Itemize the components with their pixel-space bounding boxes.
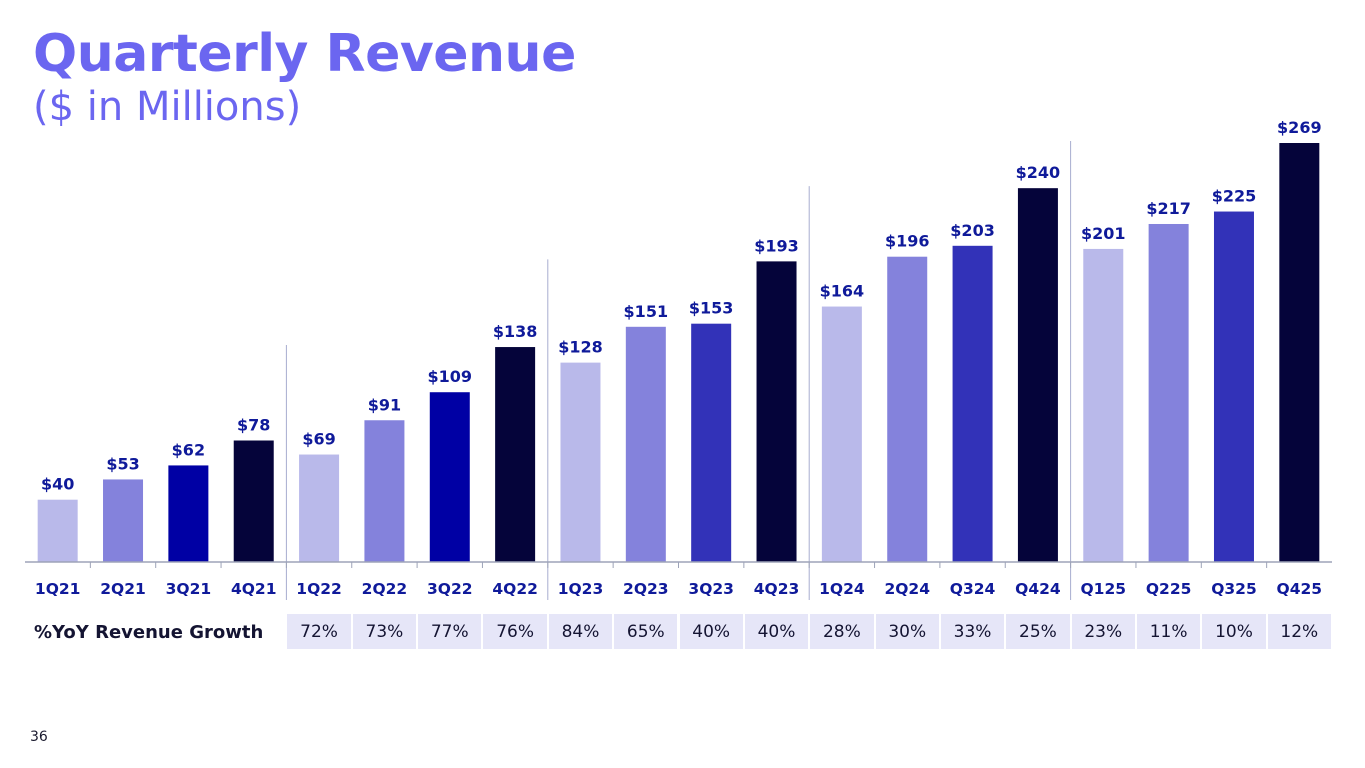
x-tick-label: 3Q22 [427,580,473,598]
bar-value-label: $164 [820,282,865,301]
bar [37,499,78,562]
x-tick-label: 1Q22 [296,580,342,598]
x-tick-label: 2Q21 [100,580,146,598]
growth-cell: 76% [483,614,547,649]
bar [364,420,405,562]
growth-cell: 84% [548,614,613,649]
x-tick-label: 2Q24 [884,580,930,598]
bar-value-label: $78 [237,416,270,435]
x-tick-label: Q424 [1015,580,1061,598]
x-tick-label: 4Q21 [231,580,277,598]
growth-cell: 73% [352,614,417,649]
bar-value-label: $128 [558,338,603,357]
growth-row-label: %YoY Revenue Growth [34,622,264,643]
x-tick-label: 3Q23 [688,580,734,598]
growth-cell: 40% [679,614,743,649]
bar [429,392,470,562]
bar [299,454,340,562]
bar [952,245,993,562]
bar-value-label: $225 [1212,187,1257,206]
x-tick-label: 3Q21 [166,580,212,598]
bar-value-label: $269 [1277,118,1322,137]
bar-value-label: $217 [1146,199,1191,218]
x-tick-label: Q324 [950,580,996,598]
bar-value-label: $151 [624,302,669,321]
bar [625,326,666,562]
growth-cell: 40% [744,614,809,649]
x-tick-label: 1Q24 [819,580,865,598]
bar-value-label: $69 [302,430,335,449]
bar [1148,223,1189,562]
bar-value-label: $203 [950,221,995,240]
growth-cell: 28% [810,614,874,649]
growth-cell: 65% [614,614,678,649]
bar-value-label: $201 [1081,224,1126,243]
bar-value-label: $53 [106,454,139,473]
x-tick-label: 4Q22 [492,580,538,598]
bar [1279,143,1320,562]
x-tick-label: Q325 [1211,580,1257,598]
growth-cell: 77% [418,614,482,649]
bar [103,479,144,562]
x-tick-label: 2Q22 [362,580,408,598]
growth-cell: 23% [1071,614,1135,649]
x-tick-label: 1Q23 [558,580,604,598]
growth-cell: 72% [287,614,351,649]
x-tick-label: Q225 [1146,580,1192,598]
bar [495,347,536,562]
bar-value-label: $196 [885,232,930,251]
x-tick-label: 2Q23 [623,580,669,598]
bar [1083,248,1124,562]
bar-value-label: $193 [754,236,799,255]
x-tick-label: Q125 [1081,580,1127,598]
growth-cell: 10% [1202,614,1266,649]
bar [1017,188,1058,562]
chart-title: Quarterly Revenue [33,24,576,84]
bar-value-label: $138 [493,322,538,341]
chart-subtitle: ($ in Millions) [33,84,302,130]
growth-cell: 30% [875,614,939,649]
bar [168,465,209,562]
bar-value-label: $240 [1016,163,1061,182]
bar [756,261,797,562]
x-tick-label: 1Q21 [35,580,81,598]
x-tick-label: Q425 [1277,580,1323,598]
bar [560,362,601,562]
x-tick-label: 4Q23 [754,580,800,598]
bar-value-label: $40 [41,475,74,494]
bar [691,323,732,562]
bar [233,440,274,562]
bar-value-label: $109 [428,367,473,386]
bar-value-label: $62 [172,440,205,459]
bar [887,256,928,562]
bar-value-label: $153 [689,299,734,318]
page-number: 36 [30,729,48,745]
bar [1213,211,1254,562]
bar-value-label: $91 [368,395,401,414]
bar [821,306,862,562]
growth-cell: 33% [940,614,1005,649]
growth-cell: 25% [1006,614,1070,649]
growth-cell: 11% [1136,614,1201,649]
growth-cell: 12% [1267,614,1331,649]
